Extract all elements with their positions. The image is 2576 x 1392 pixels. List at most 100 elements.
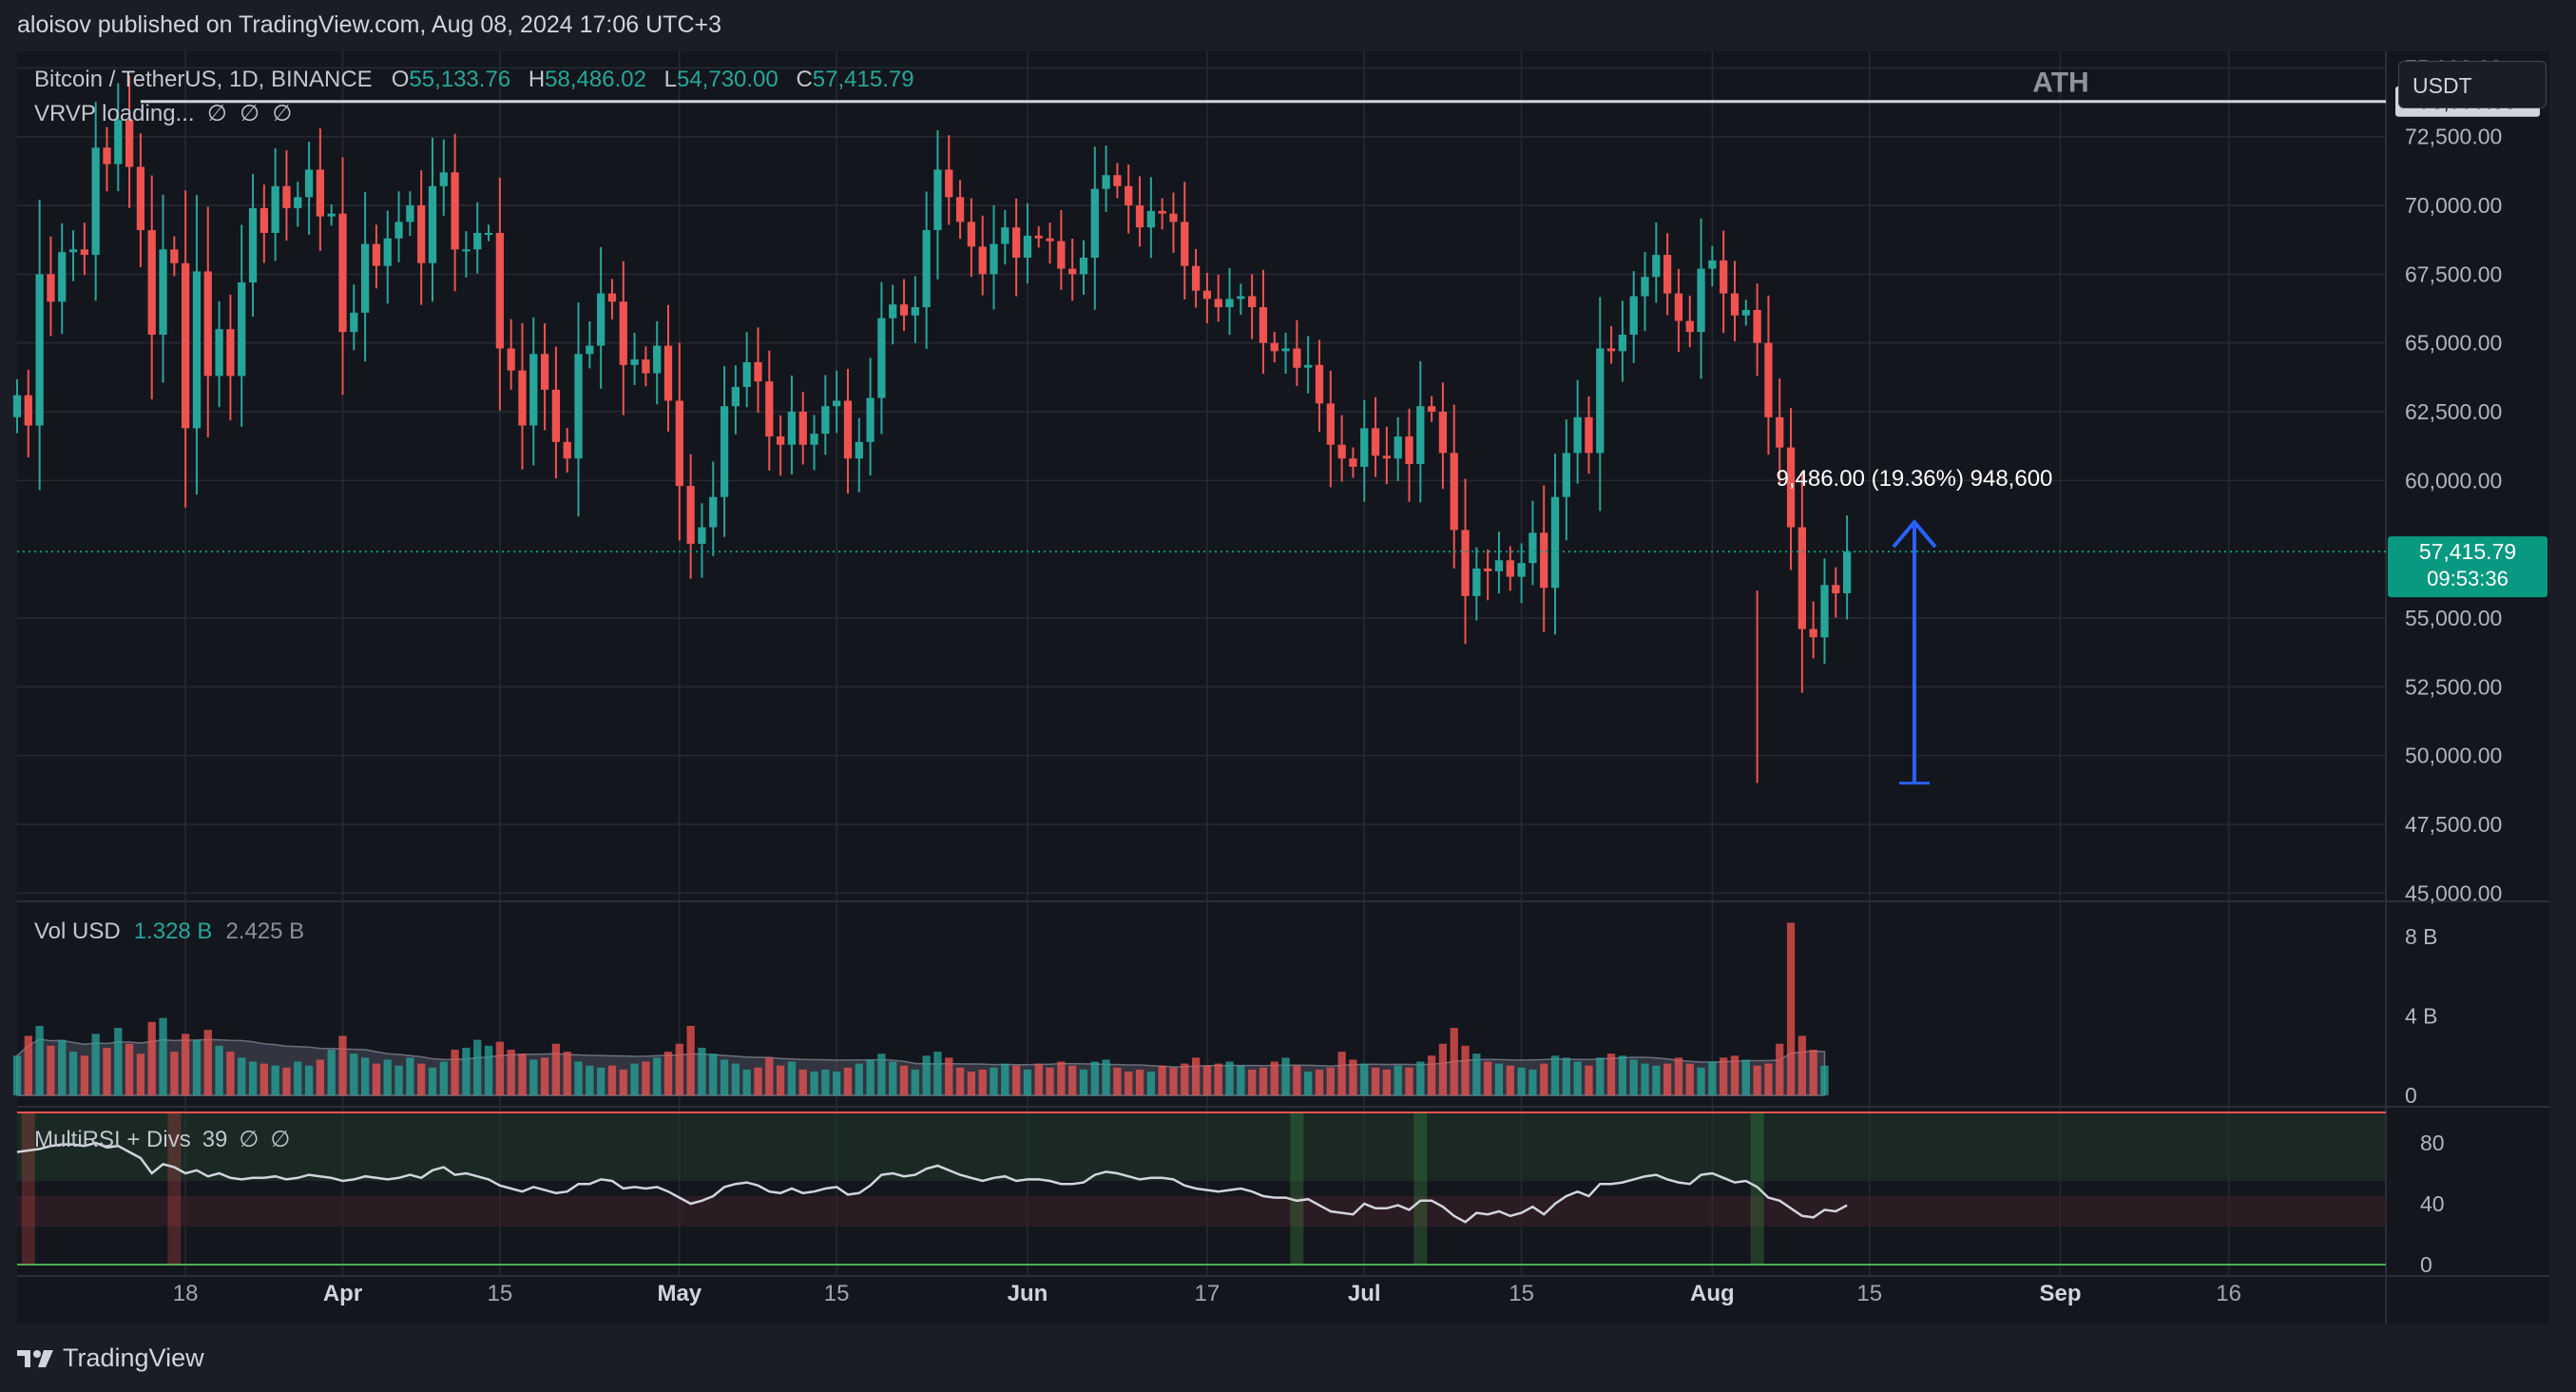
- volume-bar: [967, 1071, 976, 1095]
- candle-body: [495, 232, 504, 349]
- candle-body: [1786, 447, 1796, 528]
- volume-bar: [1528, 1069, 1537, 1095]
- candle-body: [1708, 260, 1717, 269]
- ath-label: ATH: [2032, 68, 2088, 99]
- candle-body: [518, 370, 527, 426]
- rsi-legend[interactable]: MultiRSI + Divs 39 ∅ ∅: [34, 1126, 301, 1153]
- volume-bar: [1562, 1057, 1570, 1095]
- candle-body: [1585, 416, 1593, 454]
- candle-body: [327, 213, 336, 217]
- candle-body: [1113, 175, 1122, 186]
- volume-bar: [607, 1065, 617, 1095]
- candle-body: [1046, 238, 1054, 242]
- volume-bar: [1697, 1067, 1705, 1095]
- candle-body: [294, 197, 302, 208]
- currency-button[interactable]: USDT: [2398, 61, 2547, 108]
- candle-body: [24, 395, 32, 426]
- volume-bar: [518, 1054, 527, 1095]
- volume-bar: [776, 1065, 785, 1095]
- rsi-settings-icon[interactable]: ∅: [270, 1127, 291, 1152]
- volume-bar: [451, 1050, 459, 1095]
- candle-body: [529, 354, 538, 426]
- volume-bar: [1011, 1065, 1021, 1095]
- last-price-tag: [2388, 536, 2547, 598]
- volume-bar: [1427, 1055, 1436, 1095]
- vrvp-label: VRVP loading...: [34, 101, 195, 126]
- volume-bar: [1820, 1065, 1829, 1095]
- candle-body: [1540, 532, 1548, 589]
- volume-bar: [1720, 1057, 1728, 1095]
- candle-body: [597, 293, 606, 346]
- candle-body: [1506, 560, 1514, 577]
- candle-body: [889, 304, 897, 319]
- candle-body: [574, 354, 583, 459]
- tradingview-logo-icon: [17, 1349, 53, 1367]
- volume-bar: [1472, 1054, 1481, 1095]
- volume-bar: [1809, 1050, 1817, 1095]
- candle-body: [1057, 241, 1066, 269]
- date-tick-label: Aug: [1690, 1281, 1735, 1306]
- rsi-hide-icon[interactable]: ∅: [239, 1127, 260, 1152]
- candle-body: [58, 252, 67, 302]
- volume-bar: [12, 1055, 22, 1095]
- symbol-legend: Bitcoin / TetherUS, 1D, BINANCE O55,133.…: [34, 67, 926, 93]
- vrvp-source-icon[interactable]: ∅: [272, 101, 293, 126]
- volume-bar: [1371, 1067, 1380, 1095]
- rsi-divergence-marker: [1413, 1112, 1428, 1265]
- candle-body: [394, 222, 403, 239]
- candle-body: [451, 172, 459, 250]
- volume-bar: [529, 1059, 538, 1095]
- candle-body: [80, 249, 88, 256]
- volume-bar: [787, 1061, 797, 1095]
- volume-bar: [1191, 1057, 1201, 1095]
- candle-body: [1382, 455, 1392, 459]
- volume-value: 1.328 B: [133, 918, 213, 944]
- candle-body: [911, 307, 919, 316]
- candle-body: [1820, 585, 1829, 638]
- candle-body: [686, 486, 695, 544]
- volume-bar: [316, 1059, 325, 1095]
- volume-label: Vol USD: [34, 918, 121, 944]
- volume-bar: [304, 1065, 314, 1095]
- vrvp-hide-icon[interactable]: ∅: [206, 101, 227, 126]
- rsi-line: [16, 1141, 1848, 1224]
- candle-body: [12, 395, 22, 417]
- candle-body: [1842, 551, 1852, 593]
- measure-arrow-head: [1892, 519, 1937, 549]
- price-tick-label: 50,000.00: [2405, 744, 2502, 768]
- vrvp-settings-icon[interactable]: ∅: [240, 101, 260, 126]
- candle-body: [1337, 444, 1346, 459]
- price-candles: [12, 75, 1852, 783]
- candle-body: [1158, 210, 1166, 214]
- price-tick-label: 70,000.00: [2405, 193, 2502, 218]
- volume-bar: [1158, 1065, 1166, 1095]
- rsi-series-line: [16, 1141, 1848, 1224]
- volume-bar: [1596, 1057, 1605, 1095]
- candle-body: [1730, 293, 1740, 316]
- candle-body: [821, 406, 830, 435]
- last-price-text: 57,415.79: [2419, 539, 2516, 564]
- vrvp-legend[interactable]: VRVP loading... ∅ ∅ ∅: [34, 100, 292, 127]
- candle-body: [47, 274, 55, 302]
- volume-bar: [843, 1067, 853, 1095]
- volume-bar: [1573, 1061, 1582, 1095]
- volume-bar: [630, 1063, 639, 1095]
- candle-body: [147, 230, 156, 335]
- volume-bar: [1484, 1061, 1492, 1095]
- candle-body: [630, 359, 639, 365]
- candle-body: [1315, 364, 1324, 404]
- date-tick-label: 18: [173, 1281, 199, 1306]
- volume-bar: [1517, 1067, 1526, 1095]
- candle-body: [776, 436, 785, 445]
- rsi-divergence-marker: [21, 1112, 35, 1265]
- tradingview-logo[interactable]: TradingView: [17, 1344, 204, 1373]
- candle-body: [91, 147, 100, 256]
- candle-body: [866, 397, 875, 442]
- rsi-overbought-band: [17, 1112, 2386, 1181]
- candle-body: [1809, 628, 1817, 638]
- candle-body: [922, 230, 931, 308]
- volume-bar: [765, 1057, 774, 1095]
- volume-bar: [80, 1055, 88, 1095]
- volume-legend[interactable]: Vol USD 1.328 B 2.425 B: [34, 918, 304, 945]
